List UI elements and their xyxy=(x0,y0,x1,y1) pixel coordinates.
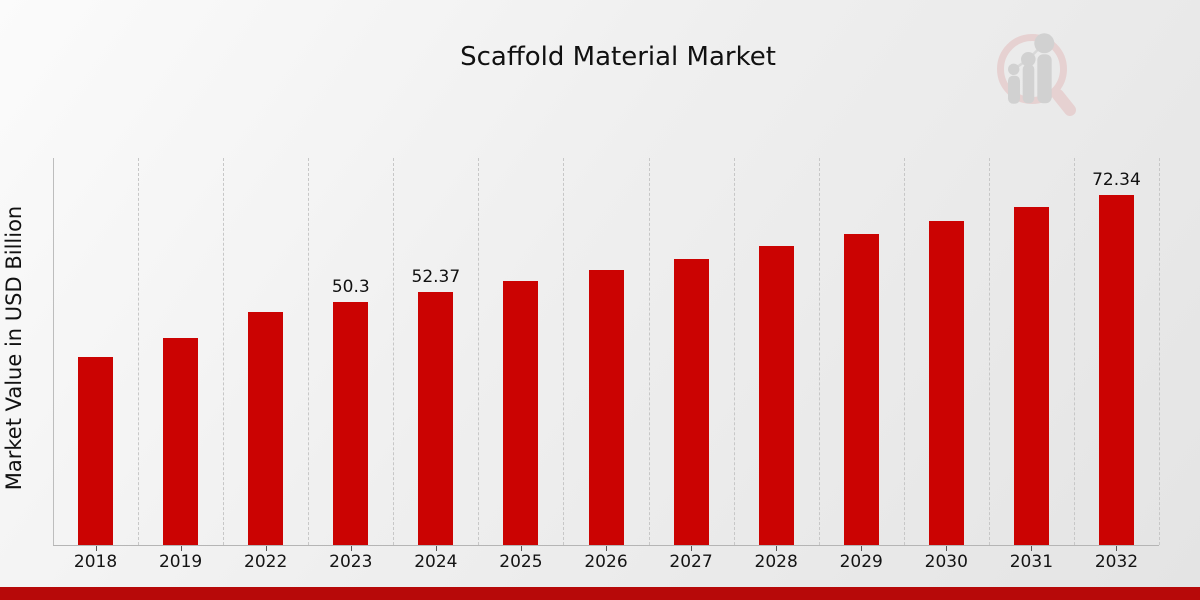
bar-value-label-2024: 52.37 xyxy=(411,266,461,287)
x-axis-tick xyxy=(520,546,522,551)
magnifier-handle-icon xyxy=(1052,89,1076,116)
x-axis-tick xyxy=(861,546,863,551)
vertical-gridline xyxy=(903,158,905,545)
x-axis-tick xyxy=(350,546,352,551)
x-axis-label-2028: 2028 xyxy=(754,552,798,572)
x-axis-tick xyxy=(776,546,778,551)
vertical-gridline xyxy=(223,158,225,545)
x-axis-label-2019: 2019 xyxy=(158,552,203,572)
logo-node-medium-icon xyxy=(1021,52,1036,67)
bar-2027 xyxy=(673,258,709,545)
chart-title: Scaffold Material Market xyxy=(460,42,776,72)
y-axis-spine xyxy=(53,158,54,545)
vertical-gridline xyxy=(308,158,310,545)
bottom-ribbon xyxy=(0,587,1200,600)
vertical-gridline xyxy=(478,158,480,545)
x-axis-spine xyxy=(53,545,1159,546)
x-axis-tick xyxy=(691,546,693,551)
vertical-gridline xyxy=(1073,158,1075,545)
x-axis-label-2027: 2027 xyxy=(669,552,713,572)
x-axis-label-2032: 2032 xyxy=(1094,552,1139,572)
bar-2031 xyxy=(1013,207,1049,545)
x-axis-label-2029: 2029 xyxy=(839,552,883,572)
logo-bar-small-icon xyxy=(1008,75,1020,104)
bar-2022 xyxy=(248,311,284,545)
x-axis-label-2026: 2026 xyxy=(584,552,628,572)
x-axis-tick xyxy=(1031,546,1033,551)
vertical-gridline xyxy=(818,158,820,545)
bar-2023 xyxy=(333,301,369,545)
bar-2026 xyxy=(588,269,624,545)
vertical-gridline xyxy=(563,158,565,545)
x-axis-label-2018: 2018 xyxy=(73,552,118,572)
x-axis-tick xyxy=(265,546,267,551)
x-axis-label-2022: 2022 xyxy=(244,552,288,572)
bar-2029 xyxy=(843,234,879,545)
x-axis-tick xyxy=(435,546,437,551)
x-axis-tick xyxy=(95,546,97,551)
x-axis-label-2025: 2025 xyxy=(499,552,543,572)
logo-bar-medium-icon xyxy=(1022,64,1035,104)
vertical-gridline xyxy=(988,158,990,545)
bar-2024 xyxy=(418,291,454,545)
bar-value-label-2032: 72.34 xyxy=(1092,170,1141,190)
x-axis-tick xyxy=(606,546,607,551)
x-axis-label-2031: 2031 xyxy=(1009,552,1054,572)
bar-2028 xyxy=(758,246,794,545)
logo-bar-large-icon xyxy=(1037,54,1052,104)
logo-node-large-icon xyxy=(1034,33,1055,54)
bar-value-label-2023: 50.3 xyxy=(331,276,370,297)
x-axis-tick xyxy=(180,546,182,551)
vertical-gridline xyxy=(648,158,650,545)
x-axis-label-2023: 2023 xyxy=(329,552,373,572)
vertical-gridline xyxy=(393,158,395,545)
magnifier-bar-chart-logo-watermark xyxy=(997,33,1076,116)
x-axis-tick xyxy=(946,546,948,551)
bar-2018 xyxy=(78,357,114,545)
bar-2032 xyxy=(1098,195,1134,545)
bar-2019 xyxy=(163,337,199,545)
x-axis-label-2024: 2024 xyxy=(414,552,458,572)
vertical-gridline xyxy=(733,158,735,545)
bar-2025 xyxy=(503,280,539,545)
vertical-gridline xyxy=(1159,158,1160,545)
vertical-gridline xyxy=(138,158,140,545)
bar-2030 xyxy=(928,221,964,545)
x-axis-tick xyxy=(1116,546,1118,551)
logo-node-small-icon xyxy=(1008,63,1020,75)
x-axis-label-2030: 2030 xyxy=(924,552,968,572)
